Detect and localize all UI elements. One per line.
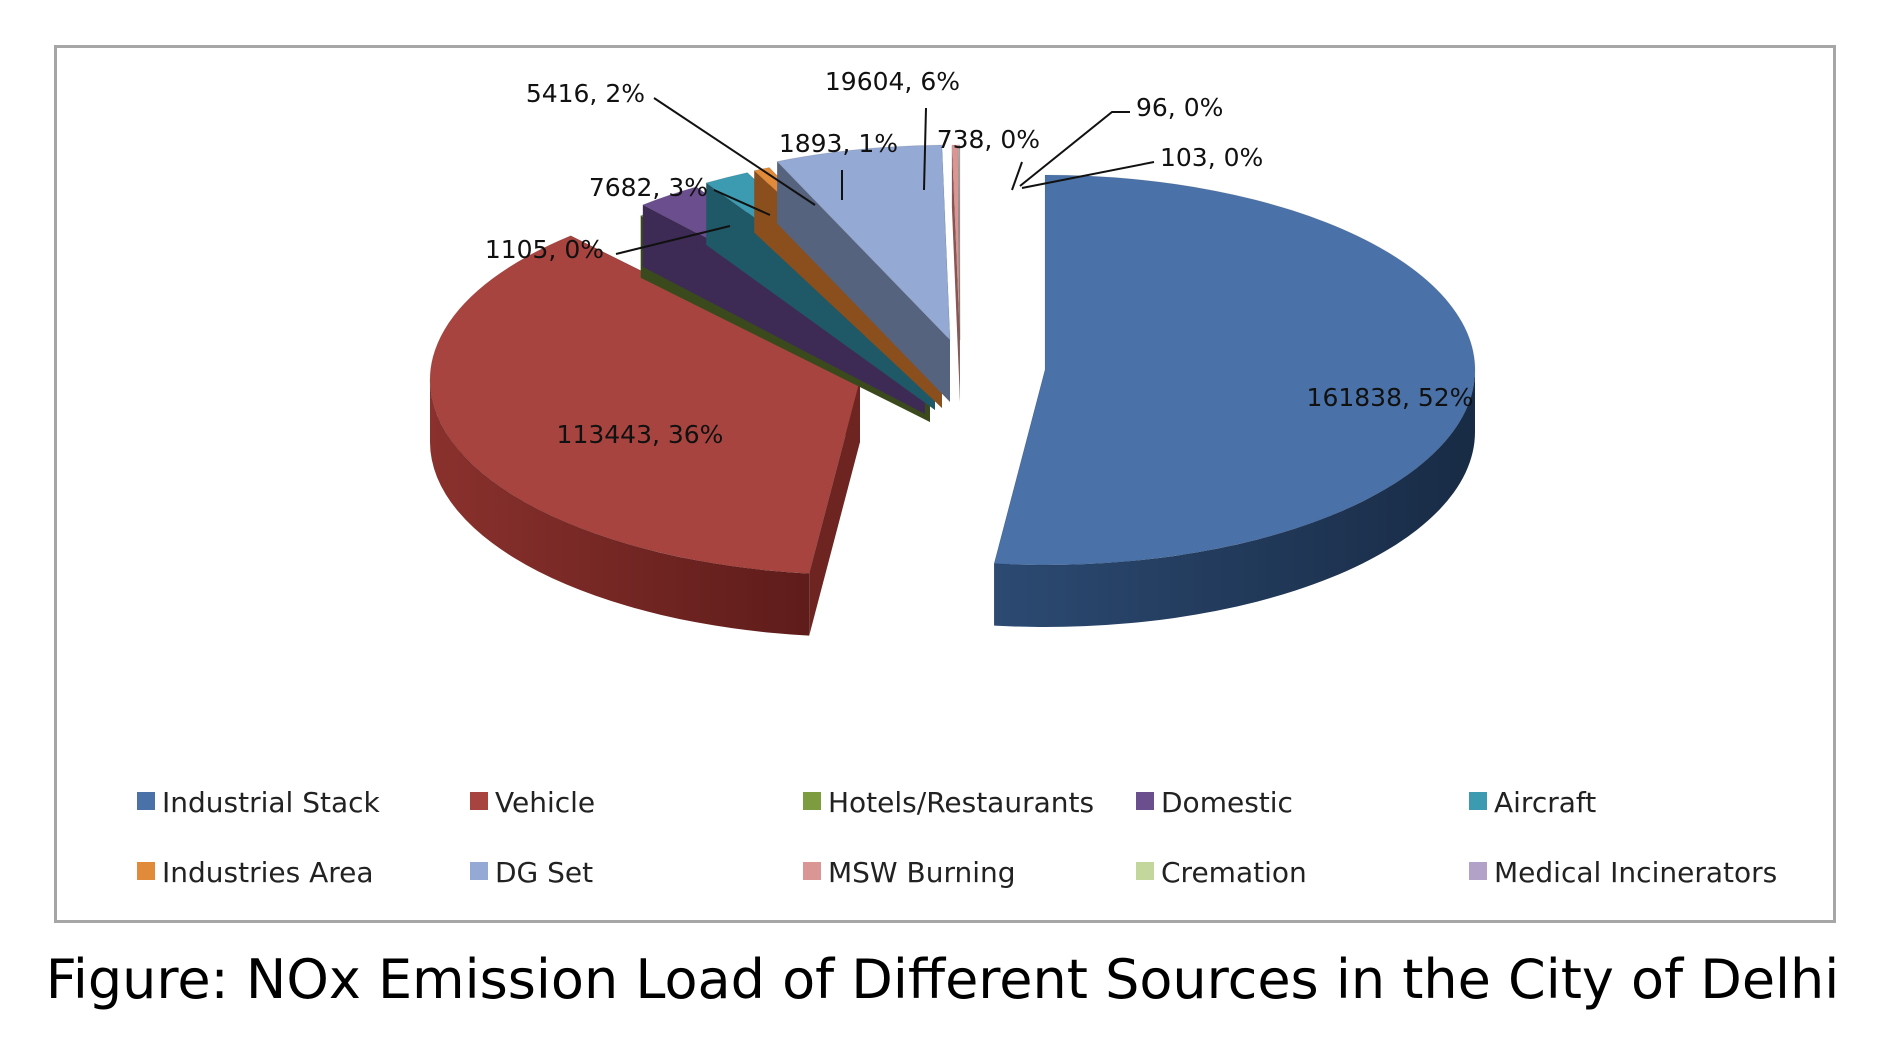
data-label: 113443, 36% [557,420,724,449]
slice-top [429,235,861,575]
legend-swatch [803,862,821,880]
leader-line [615,225,731,255]
slice-wall [809,380,860,636]
chart-frame [54,45,1836,923]
legend-swatch [1136,862,1154,880]
slice-top [993,174,1476,566]
slice-side [430,380,810,636]
slice-medical-incinerators [958,144,961,402]
data-label: 7682, 3% [589,173,708,202]
legend-label: Cremation [1161,856,1307,889]
slice-wall [777,161,950,402]
data-label: 96, 0% [1136,93,1223,122]
data-label: 19604, 6% [825,67,960,96]
legend-item: Medical Incinerators [1469,856,1777,889]
legend-label: Industrial Stack [162,786,381,819]
data-label: 161838, 52% [1307,383,1474,412]
legend-label: DG Set [495,856,593,889]
legend-item: Domestic [1136,786,1293,819]
leader-line [1021,161,1155,189]
legend-swatch [470,792,488,810]
leader-line [713,189,771,216]
data-label: 1893, 1% [779,129,898,158]
data-label: 103, 0% [1160,143,1263,172]
legend-item: Cremation [1136,856,1307,889]
legend-item: DG Set [470,856,593,889]
legend-item: Vehicle [470,786,595,819]
data-label: 738, 0% [937,125,1040,154]
leader-line [1011,161,1023,191]
slice-wall [958,145,960,402]
legend-swatch [1469,792,1487,810]
legend-item: Aircraft [1469,786,1596,819]
legend-label: Aircraft [1494,786,1596,819]
data-label: 1105, 0% [485,235,604,264]
legend-item: Industries Area [137,856,374,889]
slice-top [958,144,961,341]
slice-top [776,144,951,342]
slice-wall [959,145,960,402]
legend-swatch [137,862,155,880]
leader-line [923,107,927,191]
legend-label: Hotels/Restaurants [828,786,1094,819]
slice-vehicle [429,235,861,636]
legend-label: MSW Burning [828,856,1016,889]
figure-caption: Figure: NOx Emission Load of Different S… [45,948,1840,1011]
leader-line [1019,111,1130,187]
slice-top [951,144,961,341]
legend-item: Hotels/Restaurants [803,786,1094,819]
slice-wall [951,145,960,402]
legend-swatch [803,792,821,810]
slice-side [994,370,1475,627]
legend-swatch [470,862,488,880]
legend-label: Domestic [1161,786,1293,819]
legend-swatch [137,792,155,810]
legend-item: MSW Burning [803,856,1016,889]
slice-industrial-stack [993,174,1476,627]
slice-dg-set [776,144,951,402]
data-label: 5416, 2% [526,79,645,108]
leader-line [653,97,816,206]
legend-label: Vehicle [495,786,595,819]
legend-label: Medical Incinerators [1494,856,1777,889]
legend-swatch [1136,792,1154,810]
legend-label: Industries Area [162,856,374,889]
legend-swatch [1469,862,1487,880]
legend-item: Industrial Stack [137,786,381,819]
